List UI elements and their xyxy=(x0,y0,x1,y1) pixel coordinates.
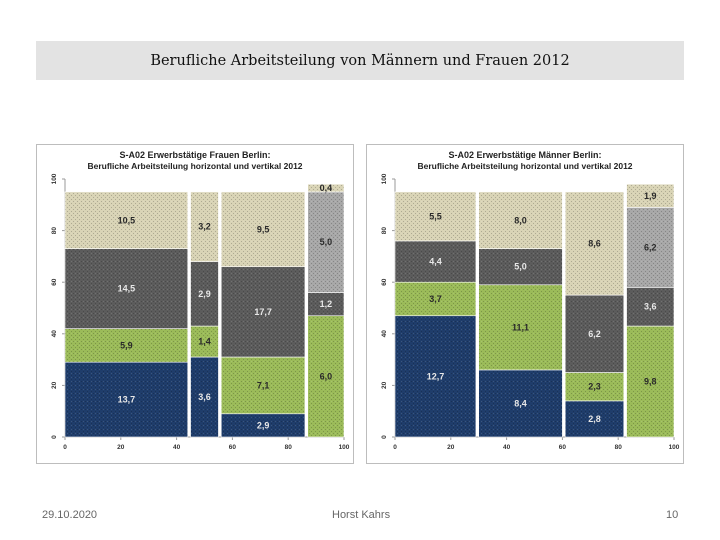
data-label: 6,0 xyxy=(320,371,333,381)
x-tick-label: 100 xyxy=(339,444,350,451)
y-tick-label: 100 xyxy=(51,173,58,184)
bar-segment xyxy=(64,191,189,249)
bar-segment xyxy=(394,191,477,242)
bar-segment xyxy=(64,248,189,329)
bar-segment xyxy=(478,369,563,438)
x-tick-label: 40 xyxy=(503,444,511,451)
data-label: 1,4 xyxy=(198,337,211,347)
data-label: 6,2 xyxy=(588,329,601,339)
data-label: 10,5 xyxy=(118,215,136,225)
data-label: 14,5 xyxy=(118,284,136,294)
data-label: 2,9 xyxy=(198,289,211,299)
bar-segment xyxy=(190,325,219,358)
data-label: 8,0 xyxy=(514,215,527,225)
bar-segment xyxy=(190,356,219,438)
y-tick-label: 40 xyxy=(381,330,388,338)
data-label: 12,7 xyxy=(427,371,445,381)
x-tick-label: 40 xyxy=(173,444,181,451)
data-label: 6,2 xyxy=(644,242,657,252)
y-tick-label: 60 xyxy=(51,278,58,286)
x-tick-label: 60 xyxy=(559,444,567,451)
data-label: 13,7 xyxy=(118,395,136,405)
data-label: 11,1 xyxy=(512,322,529,332)
chart-women: S-A02 Erwerbstätige Frauen Berlin:Berufl… xyxy=(51,150,350,451)
bar-segment xyxy=(190,191,219,262)
bar-segment xyxy=(220,266,306,358)
bar-segment xyxy=(564,294,625,373)
data-label: 2,3 xyxy=(588,382,601,392)
bar-segment xyxy=(626,207,675,288)
data-label: 1,9 xyxy=(644,191,657,201)
data-label: 3,6 xyxy=(644,302,657,312)
y-tick-label: 20 xyxy=(51,381,58,389)
x-tick-label: 80 xyxy=(285,444,293,451)
x-tick-label: 0 xyxy=(63,444,67,451)
data-label: 2,9 xyxy=(257,420,270,430)
data-label: 3,2 xyxy=(198,222,211,232)
bar-segment xyxy=(64,328,189,363)
bar-segment xyxy=(564,191,625,296)
bar-segment xyxy=(564,372,625,402)
data-label: 5,0 xyxy=(514,262,527,272)
bar-segment xyxy=(564,400,625,438)
data-label: 17,7 xyxy=(254,307,272,317)
chart-panel-men: S-A02 Erwerbstätige Männer Berlin: Berufl… xyxy=(366,144,684,464)
data-label: 9,8 xyxy=(644,377,657,387)
slide-title: Berufliche Arbeitsteilung von Männern un… xyxy=(150,52,570,69)
y-tick-label: 20 xyxy=(381,381,388,389)
bar-segment xyxy=(64,361,189,438)
y-tick-label: 0 xyxy=(381,435,388,439)
x-tick-label: 60 xyxy=(229,444,237,451)
x-tick-label: 20 xyxy=(117,444,125,451)
footer-date: 29.10.2020 xyxy=(42,509,98,521)
y-tick-label: 40 xyxy=(51,330,58,338)
bar-segment xyxy=(307,315,345,438)
chart-panel-women: S-A02 Erwerbstätige Frauen Berlin: Berufl… xyxy=(36,144,354,464)
x-tick-label: 100 xyxy=(669,444,680,451)
data-label: 9,5 xyxy=(257,224,270,234)
data-label: 7,1 xyxy=(257,380,270,390)
bar-segment xyxy=(626,183,675,208)
data-label: 5,5 xyxy=(429,211,442,221)
bar-segment xyxy=(190,261,219,327)
bar-segment xyxy=(220,191,306,268)
y-tick-label: 60 xyxy=(381,278,388,286)
data-label: 5,9 xyxy=(120,340,133,350)
bar-segment xyxy=(307,183,345,193)
y-tick-label: 0 xyxy=(51,435,58,439)
chart-subtitle: Berufliche Arbeitsteilung horizontal und… xyxy=(417,161,632,171)
y-tick-label: 100 xyxy=(381,173,388,184)
chart-men: S-A02 Erwerbstätige Männer Berlin:Berufl… xyxy=(381,150,680,451)
data-label: 4,4 xyxy=(429,257,442,267)
x-tick-label: 80 xyxy=(615,444,623,451)
data-label: 5,0 xyxy=(320,237,333,247)
bar-segment xyxy=(626,287,675,327)
bar-segment xyxy=(478,284,563,371)
y-tick-label: 80 xyxy=(51,227,58,235)
slide-title-bar: Berufliche Arbeitsteilung von Männern un… xyxy=(36,41,684,80)
y-tick-label: 80 xyxy=(381,227,388,235)
data-label: 2,8 xyxy=(588,414,601,424)
data-label: 3,6 xyxy=(198,392,211,402)
data-label: 8,6 xyxy=(588,239,601,249)
footer-page-number: 10 xyxy=(666,509,679,521)
bar-segment xyxy=(478,248,563,286)
footer-author: Horst Kahrs xyxy=(332,509,391,521)
chart-title: S-A02 Erwerbstätige Frauen Berlin: xyxy=(119,150,270,160)
bar-segment xyxy=(394,315,477,438)
data-label: 3,7 xyxy=(429,294,442,304)
chart-title: S-A02 Erwerbstätige Männer Berlin: xyxy=(448,150,601,160)
x-tick-label: 0 xyxy=(393,444,397,451)
data-label: 0,4 xyxy=(320,183,333,193)
bar-segment xyxy=(220,356,306,415)
x-tick-label: 20 xyxy=(447,444,455,451)
bar-segment xyxy=(478,191,563,249)
bar-segment xyxy=(307,191,345,293)
data-label: 1,2 xyxy=(320,299,333,309)
chart-subtitle: Berufliche Arbeitsteilung horizontal und… xyxy=(87,161,302,171)
data-label: 8,4 xyxy=(514,398,527,408)
bar-segment xyxy=(394,281,477,317)
bar-segment xyxy=(394,240,477,283)
